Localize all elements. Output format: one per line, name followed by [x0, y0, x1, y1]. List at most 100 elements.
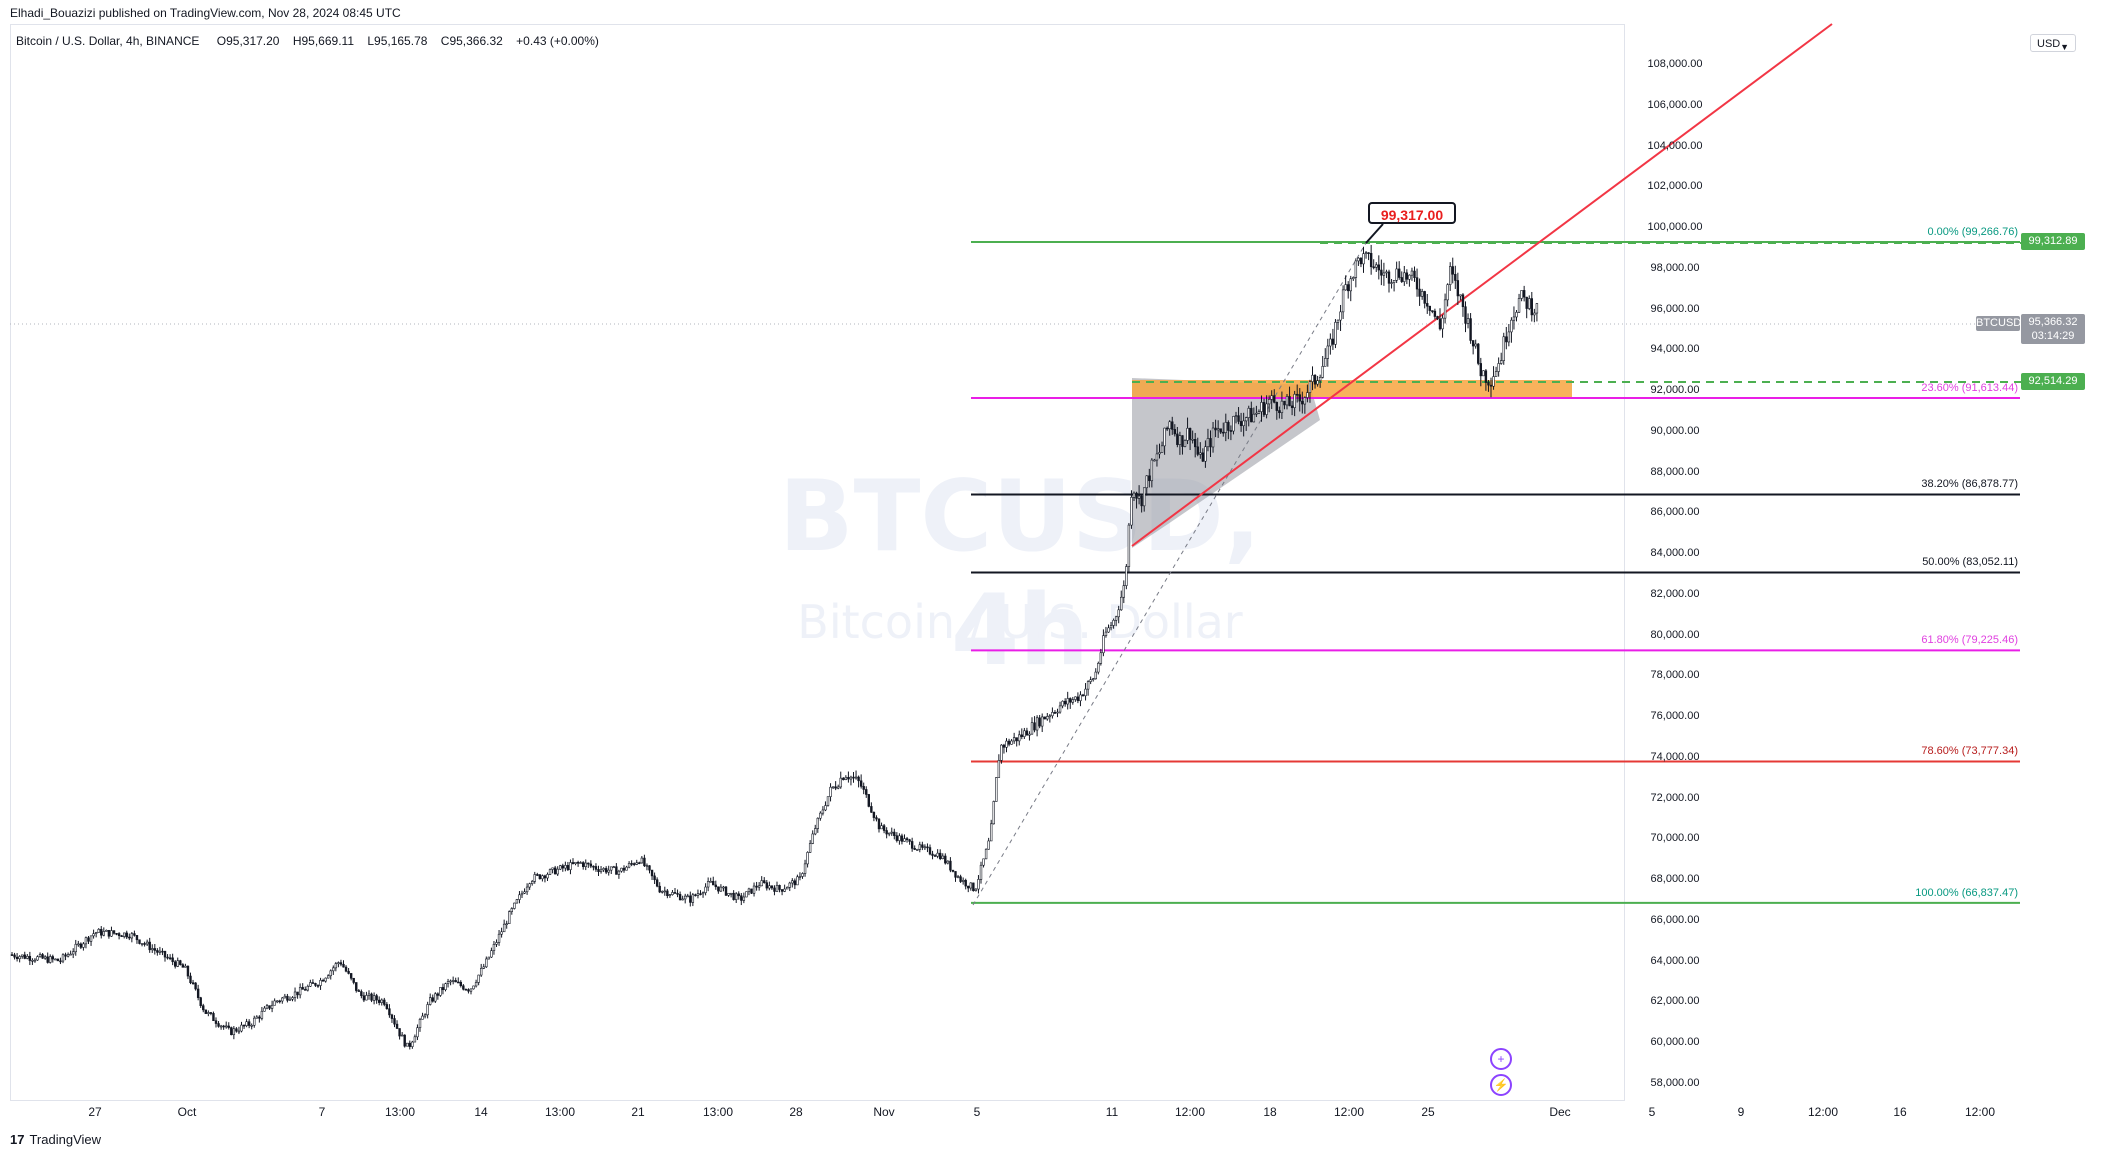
candle-up [548, 869, 552, 875]
high-price-tag: 99,312.89 [2021, 233, 2085, 250]
candle-down [859, 780, 863, 787]
candle-down [765, 882, 769, 889]
candle-down [117, 933, 121, 936]
candle-up [400, 1034, 404, 1037]
candle-up [487, 956, 491, 960]
instrument-label[interactable]: Bitcoin / U.S. Dollar, 4h, BINANCE [16, 34, 200, 48]
low-value: 95,165.78 [374, 34, 428, 48]
callout-pointer [1365, 223, 1384, 244]
tradingview-logo: 17 TradingView [10, 1132, 101, 1147]
candle-up [796, 876, 799, 886]
candle-up [803, 863, 807, 874]
candle-up [701, 892, 705, 895]
candle-up [184, 965, 187, 968]
candle-up [1191, 439, 1194, 441]
candle-down [235, 1028, 238, 1032]
candle-up [1079, 694, 1082, 702]
candle-up [625, 866, 628, 871]
candle-down [587, 862, 590, 865]
candle-up [500, 931, 503, 935]
candle-up [1051, 712, 1054, 717]
candle-up [1364, 252, 1368, 254]
candle-up [265, 1005, 269, 1009]
candle-up [1510, 319, 1513, 333]
candle-up [1224, 422, 1228, 433]
candle-up [451, 980, 455, 982]
candle-down [750, 888, 753, 894]
price-axis[interactable]: 108,000.00 106,000.00 104,000.00 102,000.00… [1624, 24, 2103, 1099]
candle-down [1423, 291, 1426, 304]
candle-up [620, 867, 623, 872]
candle-up [1535, 303, 1539, 314]
candle-up [510, 908, 513, 912]
candle-up [579, 862, 582, 864]
candle-down [712, 880, 715, 886]
candle-down [1033, 722, 1036, 731]
candle-up [1517, 298, 1521, 313]
currency-selector[interactable]: USD ▼ [2030, 34, 2076, 52]
candle-up [760, 880, 763, 887]
candle-down [115, 933, 118, 935]
candle-down [408, 1042, 411, 1047]
candle-up [1466, 318, 1470, 324]
candle-down [910, 841, 914, 849]
candle-down [576, 861, 580, 864]
candle-up [757, 885, 761, 888]
price-tick: 78,000.00 [1650, 669, 1700, 682]
candle-down [778, 885, 781, 890]
candle-down [431, 997, 434, 1002]
plus-icon[interactable]: + [1490, 1048, 1512, 1070]
candle-up [941, 855, 944, 859]
candle-down [148, 941, 151, 951]
candle-down [908, 839, 911, 842]
candle-down [342, 963, 345, 968]
fib-level-label: 78.60% (73,777.34) [1921, 745, 2018, 758]
candle-up [1234, 415, 1238, 417]
lightning-icon[interactable]: ⚡ [1490, 1074, 1512, 1096]
candle-up [275, 1000, 279, 1003]
chart-pane[interactable] [10, 24, 1625, 1101]
candle-up [1357, 257, 1360, 262]
candle-up [255, 1016, 258, 1019]
candle-up [291, 997, 294, 1000]
candle-up [1066, 698, 1069, 705]
candle-up [1114, 616, 1118, 621]
candle-up [1443, 299, 1447, 319]
candle-down [1214, 427, 1217, 431]
candle-up [497, 933, 501, 943]
candle-up [898, 835, 901, 841]
candle-up [541, 875, 544, 880]
candle-down [589, 863, 593, 867]
candle-up [528, 883, 531, 888]
candle-up [1023, 730, 1026, 737]
time-label: Dec [1549, 1105, 1571, 1119]
candle-up [559, 865, 562, 870]
candle-up [26, 955, 29, 959]
candle-down [171, 957, 174, 963]
price-tick: 84,000.00 [1650, 547, 1700, 560]
candle-down [1283, 400, 1286, 406]
candle-up [1326, 345, 1330, 359]
candle-down [383, 999, 386, 1005]
time-axis[interactable]: 27 Oct 7 13:00 14 13:00 21 13:00 28 Nov 5 11 12:00 18… [10, 1099, 2103, 1123]
candle-up [836, 786, 840, 789]
peak-callout[interactable]: 99,317.00 [1368, 202, 1456, 224]
candle-down [793, 880, 797, 886]
candle-down [877, 818, 881, 830]
candle-up [380, 999, 383, 1003]
candle-down [1372, 266, 1375, 269]
candle-down [1227, 422, 1230, 431]
candle-up [72, 951, 75, 955]
candle-up [1352, 277, 1355, 280]
price-tick: 106,000.00 [1647, 98, 1703, 111]
candle-up [1408, 274, 1411, 280]
candle-down [15, 956, 19, 960]
candle-down [174, 961, 177, 967]
candle-down [964, 879, 967, 887]
candle-down [622, 867, 626, 871]
fib-level-label: 38.20% (86,878.77) [1921, 478, 2018, 491]
candle-up [1482, 370, 1485, 377]
candle-down [740, 895, 743, 901]
candle-down [865, 789, 868, 795]
